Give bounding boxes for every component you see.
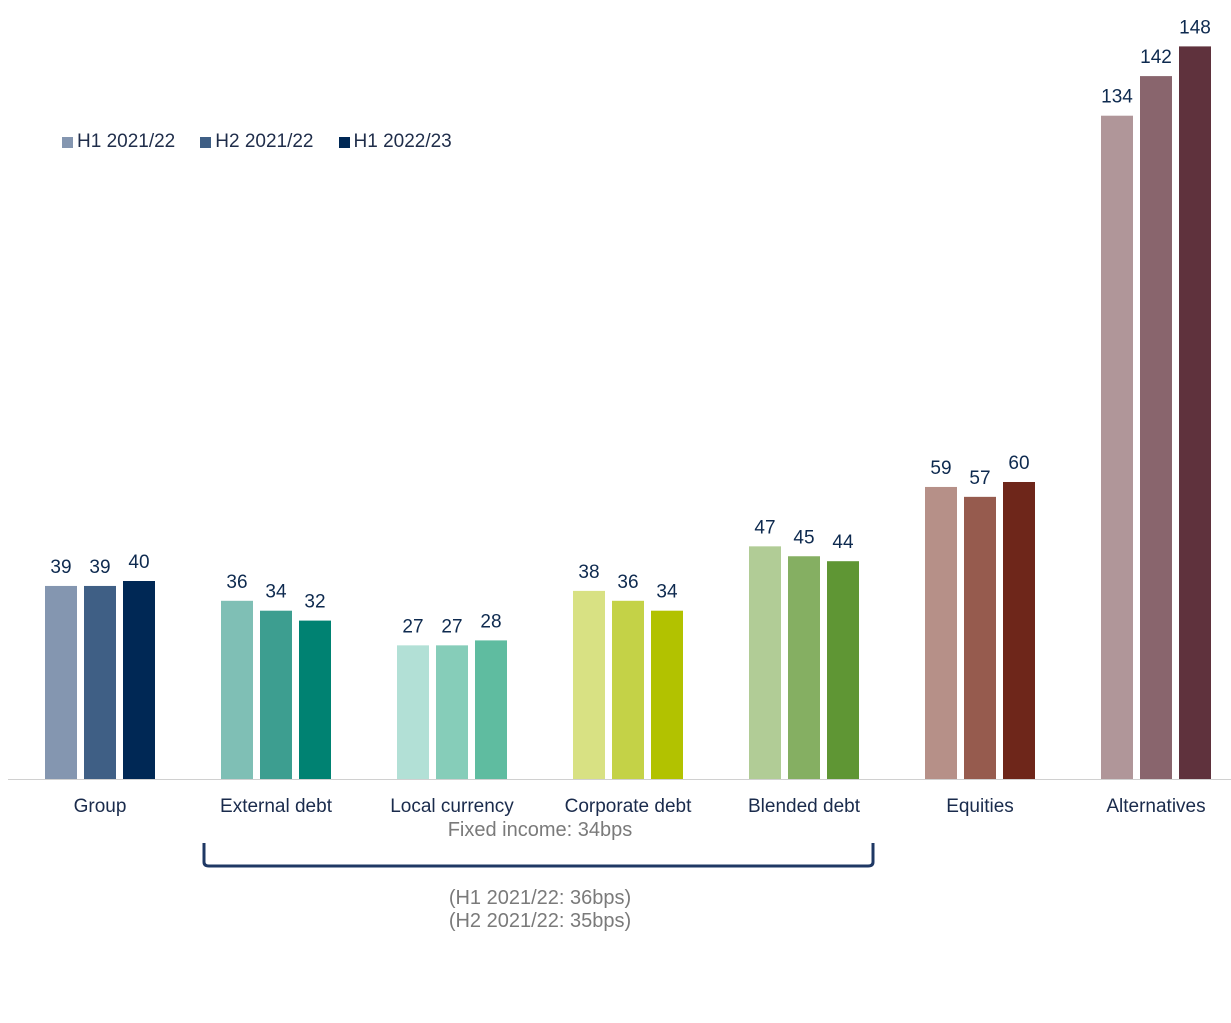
value-label-local-currency-h2-2021-22: 27 <box>441 616 462 637</box>
bar-group-h2-2021-22 <box>84 585 116 779</box>
category-label-equities: Equities <box>946 796 1014 817</box>
value-label-group-h2-2021-22: 39 <box>89 557 110 578</box>
legend-label-h1-2022-23: H1 2022/23 <box>353 131 452 152</box>
value-label-alternatives-h1-2022-23: 148 <box>1179 17 1211 38</box>
bar-chart: 39 39 40 36 34 32 27 27 28 38 36 34 47 45 44 59 57 60 134 1… <box>8 17 1231 868</box>
legend-item-h1-2022-23: H1 2022/23 <box>338 131 452 153</box>
chart-legend: H1 2021/22 H2 2021/22 H1 2022/23 <box>62 131 452 153</box>
fixed-income-note: Fixed income: 34bps <box>447 819 633 841</box>
bar-local-currency-h2-2021-22 <box>436 645 468 779</box>
category-label-group: Group <box>74 796 127 817</box>
prev-h1-note: (H1 2021/22: 36bps) <box>448 887 632 909</box>
bar-alternatives-h2-2021-22 <box>1140 76 1172 780</box>
fixed-income-bracket <box>202 843 875 868</box>
bar-group-h1-2022-23 <box>123 581 155 779</box>
value-label-blended-debt-h2-2021-22: 45 <box>793 527 814 548</box>
legend-label-h2-2021-22: H2 2021/22 <box>215 131 314 152</box>
legend-label-h1-2021-22: H1 2021/22 <box>77 131 176 152</box>
value-label-group-h1-2022-23: 40 <box>128 552 149 573</box>
value-label-corporate-debt-h2-2021-22: 36 <box>617 572 638 593</box>
value-label-corporate-debt-h1-2021-22: 38 <box>578 562 599 583</box>
value-label-alternatives-h2-2021-22: 142 <box>1140 47 1172 68</box>
bar-external-debt-h2-2021-22 <box>260 610 292 779</box>
bar-local-currency-h1-2022-23 <box>475 640 507 779</box>
bar-external-debt-h1-2021-22 <box>221 600 253 779</box>
bar-equities-h1-2021-22 <box>925 486 957 779</box>
value-label-external-debt-h2-2021-22: 34 <box>265 582 287 603</box>
bar-external-debt-h1-2022-23 <box>299 620 331 779</box>
value-label-alternatives-h1-2021-22: 134 <box>1101 87 1133 108</box>
bar-corporate-debt-h2-2021-22 <box>612 600 644 779</box>
bar-corporate-debt-h1-2021-22 <box>573 590 605 779</box>
category-label-local-currency: Local currency <box>390 796 514 817</box>
value-label-equities-h2-2021-22: 57 <box>969 468 990 489</box>
value-label-corporate-debt-h1-2022-23: 34 <box>656 582 678 603</box>
bar-alternatives-h1-2021-22 <box>1101 115 1133 779</box>
category-label-blended-debt: Blended debt <box>748 796 861 817</box>
value-label-group-h1-2021-22: 39 <box>50 557 71 578</box>
value-label-equities-h1-2021-22: 59 <box>930 458 951 479</box>
bar-local-currency-h1-2021-22 <box>397 645 429 779</box>
bar-corporate-debt-h1-2022-23 <box>651 610 683 779</box>
legend-swatch-h2-2021-22 <box>200 136 212 148</box>
category-labels-layer: Group External debt Local currency Corporat… <box>74 796 1206 817</box>
bar-group-h1-2021-22 <box>45 585 77 779</box>
category-label-alternatives: Alternatives <box>1106 796 1205 817</box>
value-labels-layer: 39 39 40 36 34 32 27 27 28 38 36 34 47 45 44 59 57 60 134 1… <box>50 17 1210 637</box>
value-label-local-currency-h1-2021-22: 27 <box>402 616 423 637</box>
legend-item-h2-2021-22: H2 2021/22 <box>200 131 314 153</box>
bar-equities-h1-2022-23 <box>1003 482 1035 779</box>
value-label-external-debt-h1-2022-23: 32 <box>304 592 325 613</box>
value-label-local-currency-h1-2022-23: 28 <box>480 611 501 632</box>
category-label-corporate-debt: Corporate debt <box>565 796 692 817</box>
bars-layer <box>45 46 1211 780</box>
prev-h2-note: (H2 2021/22: 35bps) <box>448 910 632 932</box>
legend-item-h1-2021-22: H1 2021/22 <box>62 131 175 153</box>
legend-swatch-h1-2022-23 <box>338 136 350 148</box>
value-label-external-debt-h1-2021-22: 36 <box>226 572 247 593</box>
category-label-external-debt: External debt <box>220 796 333 817</box>
bar-alternatives-h1-2022-23 <box>1179 46 1211 779</box>
bar-blended-debt-h2-2021-22 <box>788 556 820 779</box>
bar-equities-h2-2021-22 <box>964 496 996 779</box>
bar-blended-debt-h1-2022-23 <box>827 561 859 779</box>
value-label-blended-debt-h1-2022-23: 44 <box>832 532 854 553</box>
value-label-blended-debt-h1-2021-22: 47 <box>754 517 775 538</box>
bar-blended-debt-h1-2021-22 <box>749 546 781 779</box>
legend-swatch-h1-2021-22 <box>62 136 73 148</box>
value-label-equities-h1-2022-23: 60 <box>1008 453 1029 474</box>
